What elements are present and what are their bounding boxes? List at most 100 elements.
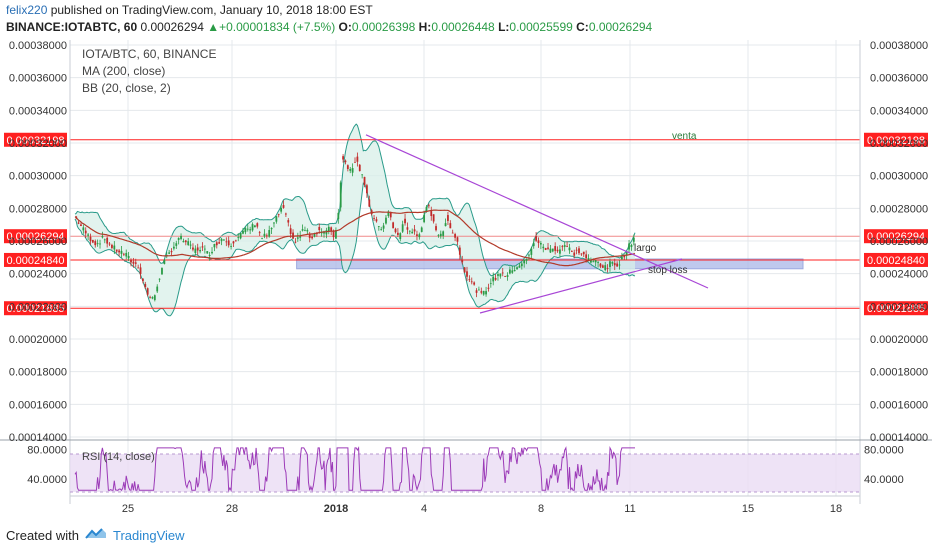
- candle-body: [594, 260, 597, 263]
- candle-body: [201, 246, 204, 248]
- candle-body: [189, 244, 192, 246]
- candle-body: [137, 267, 140, 269]
- price-tick-label: 0.00028000: [9, 203, 67, 215]
- bollinger-lower-line: [74, 182, 636, 317]
- candle-body: [358, 164, 361, 171]
- legend-ma[interactable]: MA (200, close): [82, 64, 165, 78]
- time-tick-label: 25: [122, 503, 134, 515]
- candle-body: [99, 243, 101, 245]
- candle-body: [296, 237, 299, 239]
- level-tag-left: [4, 252, 67, 267]
- price-tick-label: 0.00022000: [9, 301, 67, 313]
- candle-body: [335, 230, 337, 239]
- candle-body: [473, 282, 476, 285]
- candle-body: [447, 215, 449, 221]
- symbol-label[interactable]: BINANCE:IOTABTC, 60: [6, 20, 138, 34]
- candle-body: [230, 246, 232, 247]
- candle-body: [430, 211, 433, 217]
- candle-body: [118, 250, 120, 253]
- footer: Created with TradingView: [0, 518, 932, 550]
- level-tag-right: [864, 132, 928, 147]
- candle-body: [520, 263, 523, 267]
- candle-body: [203, 248, 206, 250]
- candle-body: [139, 267, 142, 274]
- legend-rsi[interactable]: RSI (14, close): [82, 451, 155, 463]
- last-price-label: 0.00026294: [6, 231, 64, 243]
- close-value: 0.00026294: [588, 20, 653, 34]
- legend-bb[interactable]: BB (20, close, 2): [82, 81, 171, 95]
- candle-body: [77, 222, 80, 224]
- candle-body: [554, 246, 557, 251]
- candle-body: [537, 240, 540, 244]
- tradingview-logo-icon[interactable]: [84, 526, 108, 542]
- candle-body: [609, 261, 611, 267]
- candle-body: [246, 228, 249, 230]
- high-value: 0.00026448: [431, 20, 495, 34]
- candle-body: [508, 269, 511, 274]
- candle-body: [551, 248, 554, 252]
- candle-body: [184, 240, 187, 243]
- price-tick-label: 0.00018000: [9, 367, 67, 379]
- candle-body: [301, 229, 304, 231]
- candle-body: [547, 247, 549, 249]
- annotation-venta[interactable]: venta: [672, 131, 697, 142]
- candle-body: [489, 282, 492, 284]
- candle-body: [180, 235, 182, 240]
- candle-body: [590, 259, 592, 263]
- candle-body: [389, 212, 392, 218]
- price-tick-label: 0.00038000: [9, 40, 67, 52]
- time-tick-label: 8: [538, 503, 544, 515]
- candle-body: [187, 241, 190, 245]
- candle-body: [251, 224, 254, 231]
- last-price: 0.00026294: [140, 20, 204, 34]
- candle-body: [349, 168, 352, 171]
- candle-body: [234, 240, 237, 242]
- open-value: 0.00026398: [351, 20, 416, 34]
- candle-body: [134, 262, 137, 264]
- rsi-tick-label: 40.0000: [864, 474, 904, 486]
- author-link[interactable]: felix220: [6, 3, 48, 17]
- candle-body: [632, 237, 635, 242]
- candle-body: [420, 227, 423, 232]
- candle-body: [416, 234, 418, 236]
- legend-symbol: IOTA/BTC, 60, BINANCE: [82, 47, 216, 61]
- candle-body: [113, 245, 116, 250]
- candle-body: [332, 230, 335, 238]
- candle-body: [82, 227, 85, 231]
- candle-body: [80, 224, 82, 226]
- candle-body: [263, 233, 266, 237]
- candle-body: [482, 290, 485, 295]
- level-tag-right: [864, 252, 928, 267]
- candle-body: [223, 239, 225, 241]
- candle-body: [339, 182, 342, 208]
- candle-body: [354, 161, 356, 163]
- candle-body: [437, 234, 440, 236]
- close-label: C:: [576, 20, 589, 34]
- level-price-label: 0.00024840: [6, 255, 64, 267]
- candle-body: [454, 234, 456, 238]
- candle-body: [478, 289, 480, 291]
- candle-body: [525, 258, 528, 261]
- candle-body: [299, 235, 302, 238]
- candle-body: [280, 207, 283, 212]
- candle-body: [385, 217, 387, 224]
- price-chart[interactable]: 0.00032198 0.00032198 0.00024840 0.00024840…: [0, 40, 932, 518]
- tradingview-brand[interactable]: TradingView: [113, 528, 185, 543]
- last-price-tag-left: [4, 229, 67, 244]
- price-tick-label: 0.00022000: [870, 301, 928, 313]
- candle-body: [227, 240, 230, 246]
- candle-body: [470, 281, 473, 283]
- price-change: +0.00001834 (+7.5%): [219, 20, 336, 34]
- candle-body: [461, 260, 464, 263]
- candle-body: [282, 205, 285, 208]
- candle-body: [504, 276, 507, 278]
- candle-body: [425, 206, 428, 212]
- price-tick-label: 0.00036000: [870, 73, 928, 85]
- annotation-stop-loss[interactable]: stop loss: [648, 265, 687, 276]
- annotation-largo[interactable]: largo: [634, 243, 657, 254]
- candle-body: [466, 271, 468, 277]
- candle-body: [351, 168, 354, 173]
- candle-body: [578, 248, 580, 254]
- right-price-axis: 0.00038000 0.00036000 0.00034000 0.00032000…: [870, 40, 928, 444]
- candle-body: [592, 261, 595, 263]
